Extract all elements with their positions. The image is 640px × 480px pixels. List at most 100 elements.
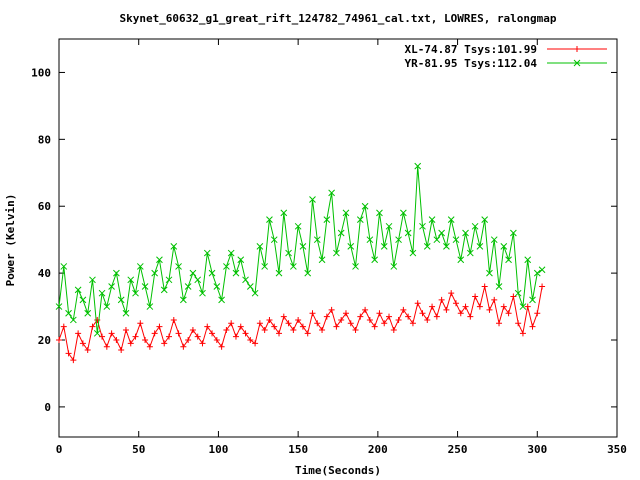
data-point	[323, 313, 330, 320]
data-point	[65, 309, 72, 317]
data-point	[256, 320, 263, 327]
data-point	[304, 269, 312, 277]
data-point	[333, 323, 340, 330]
data-point	[491, 296, 498, 303]
y-tick-label: 100	[31, 66, 51, 79]
data-point	[170, 243, 178, 250]
data-point	[93, 329, 101, 337]
series-layer	[55, 162, 546, 364]
data-point	[89, 276, 96, 284]
data-point	[228, 320, 235, 327]
data-point	[319, 326, 326, 333]
data-point	[423, 243, 431, 250]
data-point	[213, 283, 221, 290]
data-point	[70, 357, 77, 364]
data-point	[247, 337, 254, 344]
data-point	[362, 306, 369, 313]
data-point	[266, 216, 273, 223]
data-point	[405, 313, 412, 320]
data-point	[400, 306, 407, 313]
data-point	[386, 313, 393, 320]
data-point	[194, 276, 202, 284]
data-point	[529, 323, 536, 330]
data-point	[376, 209, 383, 217]
data-point	[538, 266, 546, 274]
data-point	[467, 313, 474, 320]
data-point	[189, 326, 196, 333]
data-point	[218, 296, 225, 304]
data-point	[481, 283, 488, 290]
x-tick-label: 250	[448, 443, 468, 456]
series-line	[58, 286, 543, 362]
data-point	[338, 316, 345, 323]
data-point	[328, 189, 335, 197]
y-axis: 0 20 40 60 80 100	[31, 66, 617, 414]
data-point	[328, 306, 335, 313]
data-point	[429, 303, 436, 310]
legend-marker-yr	[573, 59, 581, 67]
data-point	[175, 330, 182, 337]
series-yr	[55, 162, 546, 337]
data-point	[218, 343, 225, 350]
data-point	[438, 296, 445, 303]
data-point	[304, 330, 311, 337]
data-point	[395, 236, 402, 244]
data-point	[118, 347, 125, 354]
data-point	[142, 337, 149, 344]
data-point	[409, 249, 417, 257]
data-point	[313, 236, 321, 244]
data-point	[103, 343, 110, 350]
data-point	[505, 310, 512, 317]
x-axis-label: Time(Seconds)	[295, 464, 381, 477]
data-point	[404, 229, 412, 237]
data-point	[136, 263, 144, 270]
data-point	[347, 320, 354, 327]
data-point	[337, 229, 345, 237]
data-point	[290, 263, 297, 270]
data-point	[443, 306, 450, 313]
y-tick-label: 80	[38, 133, 51, 146]
x-tick-label: 150	[288, 443, 308, 456]
data-point	[342, 310, 349, 317]
data-point	[390, 326, 397, 333]
legend-label-yr: YR-81.95 Tsys:112.04	[405, 57, 538, 70]
data-point	[69, 316, 77, 324]
data-point	[472, 293, 479, 300]
data-point	[299, 243, 307, 250]
data-point	[108, 330, 115, 337]
data-point	[534, 310, 541, 317]
data-point	[156, 256, 163, 264]
data-point	[98, 289, 106, 297]
data-point	[443, 243, 450, 250]
data-point	[84, 309, 92, 317]
data-point	[309, 196, 316, 203]
data-point	[280, 313, 287, 320]
y-tick-label: 60	[38, 200, 51, 213]
data-point	[166, 333, 173, 340]
data-point	[209, 330, 216, 337]
data-point	[117, 296, 125, 304]
data-point	[466, 249, 474, 257]
data-point	[323, 216, 331, 223]
y-axis-label: Power (Kelvin)	[4, 194, 17, 287]
data-point	[505, 256, 512, 264]
data-point	[261, 263, 269, 270]
data-point	[237, 256, 245, 264]
x-tick-label: 200	[368, 443, 388, 456]
data-point	[232, 269, 240, 277]
data-point	[223, 263, 230, 270]
data-point	[419, 310, 426, 317]
data-point	[333, 249, 340, 257]
data-point	[347, 243, 355, 250]
data-point	[113, 269, 120, 277]
data-point	[524, 303, 531, 310]
data-point	[510, 229, 517, 237]
data-point	[79, 296, 87, 304]
data-point	[242, 330, 249, 337]
data-point	[490, 236, 498, 244]
data-point	[400, 209, 407, 217]
data-point	[514, 289, 522, 297]
data-point	[203, 249, 211, 257]
data-point	[457, 310, 464, 317]
data-point	[285, 249, 292, 257]
